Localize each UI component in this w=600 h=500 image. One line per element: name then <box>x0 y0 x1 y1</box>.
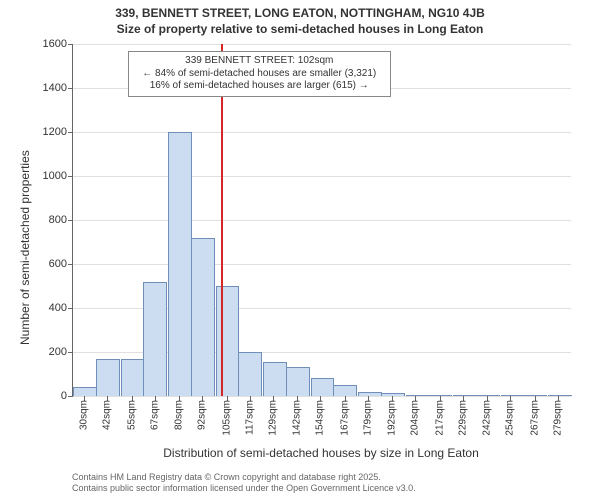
callout-line2: ← 84% of semi-detached houses are smalle… <box>135 68 384 81</box>
histogram-bar <box>311 378 335 396</box>
ytick-label: 800 <box>27 214 73 226</box>
ytick-label: 0 <box>27 390 73 402</box>
callout-line3: 16% of semi-detached houses are larger (… <box>135 80 384 93</box>
xtick-label: 67sqm <box>149 396 160 430</box>
xtick-label: 80sqm <box>174 396 185 430</box>
gridline <box>73 44 571 45</box>
histogram-bar <box>96 359 120 396</box>
xtick-label: 30sqm <box>79 396 90 430</box>
ytick-label: 1200 <box>27 126 73 138</box>
xtick-label: 42sqm <box>102 396 113 430</box>
chart-container: 339, BENNETT STREET, LONG EATON, NOTTING… <box>0 0 600 500</box>
xtick-label: 229sqm <box>457 396 468 436</box>
ytick-label: 400 <box>27 302 73 314</box>
ytick-label: 1600 <box>27 38 73 50</box>
xtick-label: 192sqm <box>387 396 398 436</box>
x-axis-label: Distribution of semi-detached houses by … <box>72 446 570 460</box>
footer-line1: Contains HM Land Registry data © Crown c… <box>72 472 416 483</box>
ytick-label: 1400 <box>27 82 73 94</box>
histogram-bar <box>286 367 310 396</box>
xtick-label: 117sqm <box>244 396 255 435</box>
y-axis-label: Number of semi-detached properties <box>18 150 32 345</box>
histogram-bar <box>121 359 145 396</box>
xtick-label: 154sqm <box>315 396 326 436</box>
xtick-label: 92sqm <box>197 396 208 430</box>
histogram-bar <box>168 132 192 396</box>
xtick-label: 279sqm <box>552 396 563 436</box>
gridline <box>73 264 571 265</box>
xtick-label: 179sqm <box>362 396 373 436</box>
gridline <box>73 220 571 221</box>
histogram-bar <box>263 362 287 396</box>
histogram-bar <box>216 286 240 396</box>
callout-box: 339 BENNETT STREET: 102sqm← 84% of semi-… <box>128 51 391 97</box>
histogram-bar <box>143 282 167 396</box>
plot-area: 0200400600800100012001400160030sqm42sqm5… <box>72 44 571 397</box>
xtick-label: 204sqm <box>410 396 421 436</box>
xtick-label: 242sqm <box>482 396 493 436</box>
xtick-label: 142sqm <box>292 396 303 436</box>
histogram-bar <box>238 352 262 396</box>
xtick-label: 167sqm <box>339 396 350 436</box>
gridline <box>73 132 571 133</box>
reference-line <box>221 44 223 396</box>
xtick-label: 55sqm <box>126 396 137 430</box>
histogram-bar <box>191 238 215 396</box>
xtick-label: 105sqm <box>221 396 232 436</box>
footer-attribution: Contains HM Land Registry data © Crown c… <box>72 472 416 494</box>
ytick-label: 1000 <box>27 170 73 182</box>
chart-title-line2: Size of property relative to semi-detach… <box>0 22 600 36</box>
xtick-label: 267sqm <box>529 396 540 436</box>
xtick-label: 129sqm <box>267 396 278 436</box>
xtick-label: 217sqm <box>434 396 445 436</box>
histogram-bar <box>73 387 97 396</box>
ytick-label: 600 <box>27 258 73 270</box>
ytick-label: 200 <box>27 346 73 358</box>
callout-line1: 339 BENNETT STREET: 102sqm <box>135 55 384 68</box>
xtick-label: 254sqm <box>505 396 516 436</box>
chart-title-line1: 339, BENNETT STREET, LONG EATON, NOTTING… <box>0 6 600 20</box>
histogram-bar <box>333 385 357 396</box>
gridline <box>73 176 571 177</box>
footer-line2: Contains public sector information licen… <box>72 483 416 494</box>
